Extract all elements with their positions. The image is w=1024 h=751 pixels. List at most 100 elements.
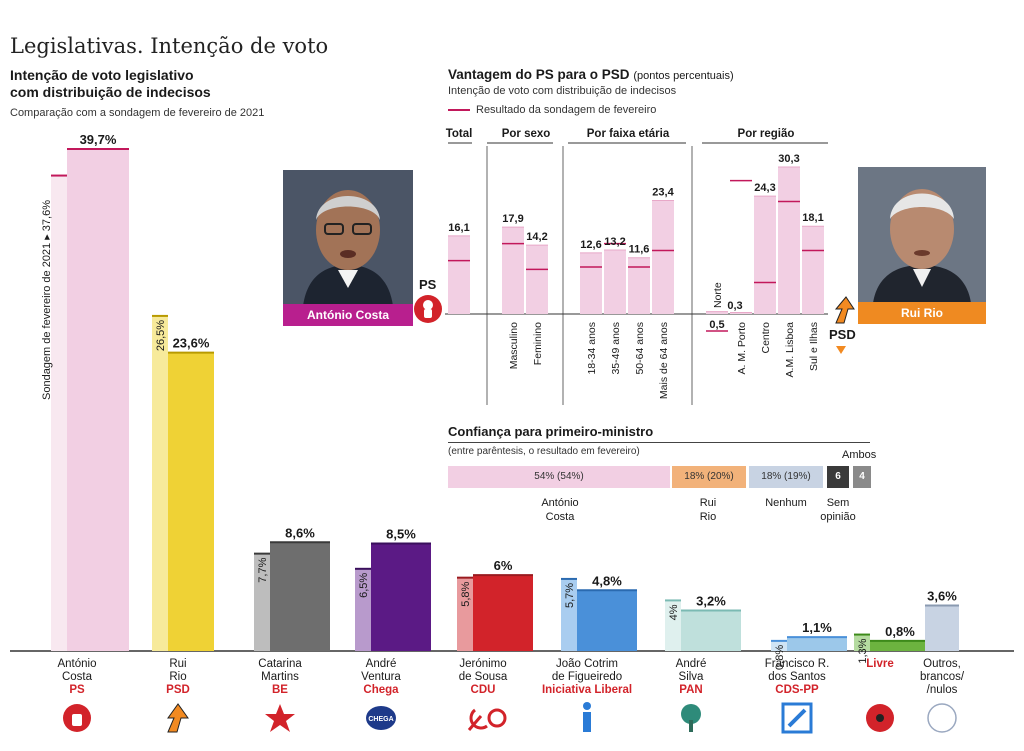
icon-shape bbox=[787, 708, 807, 728]
current-value-label: 4,8% bbox=[592, 573, 622, 588]
advantage-value-label: 0,5 bbox=[709, 319, 724, 331]
advantage-category-label: 35-49 anos bbox=[610, 322, 622, 375]
advantage-category-label: Norte bbox=[712, 282, 724, 308]
portrait-costa-icon bbox=[283, 170, 413, 306]
advantage-value-label: 30,3 bbox=[778, 153, 799, 165]
party-short-name: BE bbox=[272, 684, 288, 696]
advantage-category-label: Centro bbox=[760, 322, 772, 354]
group-header: Total bbox=[446, 128, 473, 140]
current-value-label: 3,6% bbox=[927, 588, 957, 603]
party-candidate-name: João Cotrim bbox=[556, 658, 618, 670]
advantage-bar bbox=[778, 167, 800, 314]
advantage-value-label: 12,6 bbox=[580, 239, 601, 251]
antonio-costa-photo bbox=[283, 170, 413, 306]
current-bar bbox=[67, 149, 129, 651]
current-value-label: 3,2% bbox=[696, 594, 726, 609]
february-rotated-note: Sondagem de fevereiro de 2021 ▸ 37,6% bbox=[41, 200, 53, 400]
portrait-rio-icon bbox=[858, 167, 986, 303]
psd-label: PSD bbox=[829, 327, 856, 342]
prev-bar bbox=[854, 634, 870, 651]
advantage-category-label: 18-34 anos bbox=[586, 322, 598, 375]
party-candidate-name: de Figueiredo bbox=[552, 671, 622, 683]
current-bar bbox=[371, 543, 431, 651]
confidence-ambos-label: Ambos bbox=[842, 449, 877, 461]
prev-value-label: 7,7% bbox=[257, 557, 269, 582]
party-short-name: PAN bbox=[679, 684, 702, 696]
prev-bar bbox=[355, 568, 371, 651]
party-candidate-name: de Sousa bbox=[459, 671, 508, 683]
confidence-rule bbox=[448, 442, 870, 443]
antonio-costa-tag: António Costa bbox=[283, 304, 413, 326]
legend-line bbox=[448, 109, 470, 112]
party-candidate-name: Jerónimo bbox=[459, 658, 506, 670]
prev-value-label: 4% bbox=[668, 604, 680, 620]
circle-icon bbox=[927, 703, 957, 733]
icon-shape bbox=[72, 714, 82, 726]
advantage-category-label: Mais de 64 anos bbox=[658, 322, 670, 399]
right-legend: Resultado da sondagem de fevereiro bbox=[448, 104, 656, 116]
advantage-value-label: 13,2 bbox=[604, 236, 625, 248]
party-candidate-name: Francisco R. bbox=[765, 658, 830, 670]
prev-value-label: 1,3% bbox=[857, 638, 869, 663]
icon-shape bbox=[467, 708, 488, 731]
left-title-line1: Intenção de voto legislativo bbox=[10, 67, 194, 83]
prev-bar bbox=[457, 577, 473, 651]
advantage-category-label: Masculino bbox=[508, 322, 520, 369]
confidence-segment-label: António Costa bbox=[541, 497, 579, 523]
right-title-text: Vantagem do PS para o PSD bbox=[448, 67, 630, 82]
pan-tree-icon bbox=[681, 704, 701, 732]
party-candidate-name: /nulos bbox=[927, 684, 958, 696]
confidence-segment-label: Rui Rio bbox=[699, 497, 717, 523]
current-value-label: 39,7% bbox=[80, 132, 117, 147]
advantage-bar bbox=[604, 249, 626, 314]
confidence-segment: 18% (20%) bbox=[672, 466, 746, 488]
ps-logo bbox=[413, 294, 443, 329]
advantage-value-label: 18,1 bbox=[802, 212, 823, 224]
icon-shape bbox=[583, 712, 591, 732]
party-candidate-name: brancos/ bbox=[920, 671, 965, 683]
advantage-value-label: 11,6 bbox=[629, 244, 650, 256]
psd-arrow-icon bbox=[834, 296, 855, 324]
current-value-label: 6% bbox=[494, 558, 513, 573]
party-candidate-name: Livre bbox=[866, 658, 894, 670]
icon-shape bbox=[876, 714, 884, 722]
current-value-label: 8,5% bbox=[386, 527, 416, 542]
prev-bar bbox=[665, 600, 681, 651]
right-chart-title: Vantagem do PS para o PSD (pontos percen… bbox=[448, 67, 734, 82]
party-candidate-name: Rui bbox=[169, 658, 186, 670]
left-title-line2: com distribuição de indecisos bbox=[10, 84, 211, 100]
party-short-name: PS bbox=[69, 684, 85, 696]
party-candidate-name: dos Santos bbox=[768, 671, 826, 683]
group-header: Por sexo bbox=[502, 128, 551, 140]
right-title-suffix: (pontos percentuais) bbox=[633, 70, 734, 82]
prev-value-label: 26,5% bbox=[155, 320, 167, 351]
icon-shape bbox=[167, 703, 189, 733]
advantage-value-label: 0,3 bbox=[727, 300, 742, 312]
confidence-segment: 18% (19%) bbox=[749, 466, 823, 488]
prev-value-label: 6,5% bbox=[358, 573, 370, 598]
confidence-segment-label: Sem opinião bbox=[820, 497, 856, 523]
prev-value-label: 0,8% bbox=[774, 645, 786, 670]
advantage-bar bbox=[448, 235, 470, 314]
advantage-bar bbox=[652, 200, 674, 314]
advantage-category-label: Sul e Ilhas bbox=[808, 322, 820, 371]
advantage-value-label: 14,2 bbox=[526, 231, 547, 243]
party-short-name: Iniciativa Liberal bbox=[542, 684, 632, 696]
advantage-bar bbox=[580, 252, 602, 314]
prev-value-label: 5,8% bbox=[460, 581, 472, 606]
left-chart-subtitle: Comparação com a sondagem de fevereiro d… bbox=[10, 107, 265, 119]
cds-icon bbox=[781, 702, 813, 734]
party-short-name: CDS-PP bbox=[775, 684, 819, 696]
party-candidate-name: André bbox=[366, 658, 397, 670]
icon-shape bbox=[781, 702, 813, 734]
psd-arrow-icon bbox=[167, 703, 189, 733]
psd-down-arrow bbox=[836, 346, 846, 354]
party-short-name: CDU bbox=[471, 684, 496, 696]
confidence-segment-label: Nenhum bbox=[765, 497, 807, 509]
icon-shape bbox=[366, 706, 396, 730]
prev-bar bbox=[561, 578, 577, 651]
party-candidate-name: Costa bbox=[62, 671, 93, 683]
icon-shape bbox=[487, 708, 507, 728]
